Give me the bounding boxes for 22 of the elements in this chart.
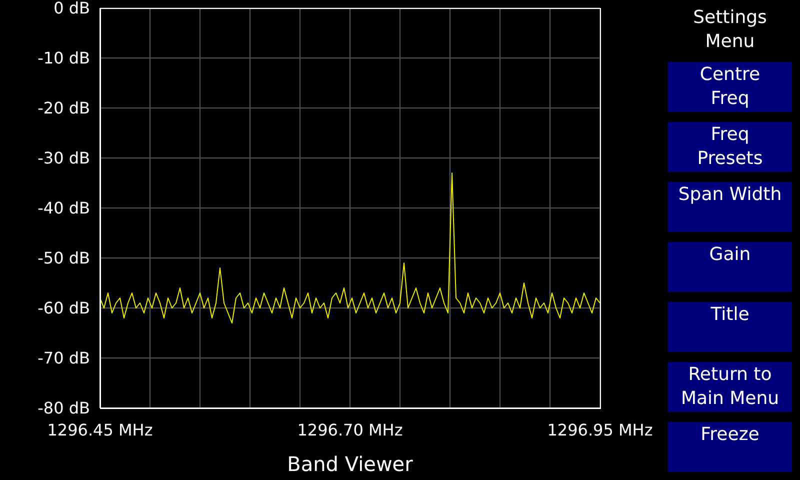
y-tick-label: 0 dB (54, 0, 90, 18)
y-tick-label: -40 dB (38, 198, 90, 218)
y-tick-label: -70 dB (38, 348, 90, 368)
x-tick-label: 1296.45 MHz (47, 420, 153, 440)
y-tick-label: -10 dB (38, 48, 90, 68)
y-tick-label: -50 dB (38, 248, 90, 268)
text: Span Width (678, 183, 782, 207)
y-tick-label: -20 dB (38, 98, 90, 118)
y-tick-label: -80 dB (38, 398, 90, 418)
text: Band Viewer (286, 452, 414, 476)
line-series (100, 172, 600, 324)
text: Settings Menu (692, 6, 768, 54)
text: Title (710, 303, 750, 327)
text: Return to Main Menu (680, 363, 780, 411)
text: Freq Presets (696, 123, 764, 171)
text: Gain (708, 243, 752, 267)
y-tick-label: -30 dB (38, 148, 90, 168)
x-tick-label: 1296.95 MHz (547, 420, 653, 440)
text: Freeze (700, 423, 760, 447)
text: Centre Freq (698, 63, 762, 111)
y-tick-label: -60 dB (38, 298, 90, 318)
x-tick-label: 1296.70 MHz (297, 420, 403, 440)
